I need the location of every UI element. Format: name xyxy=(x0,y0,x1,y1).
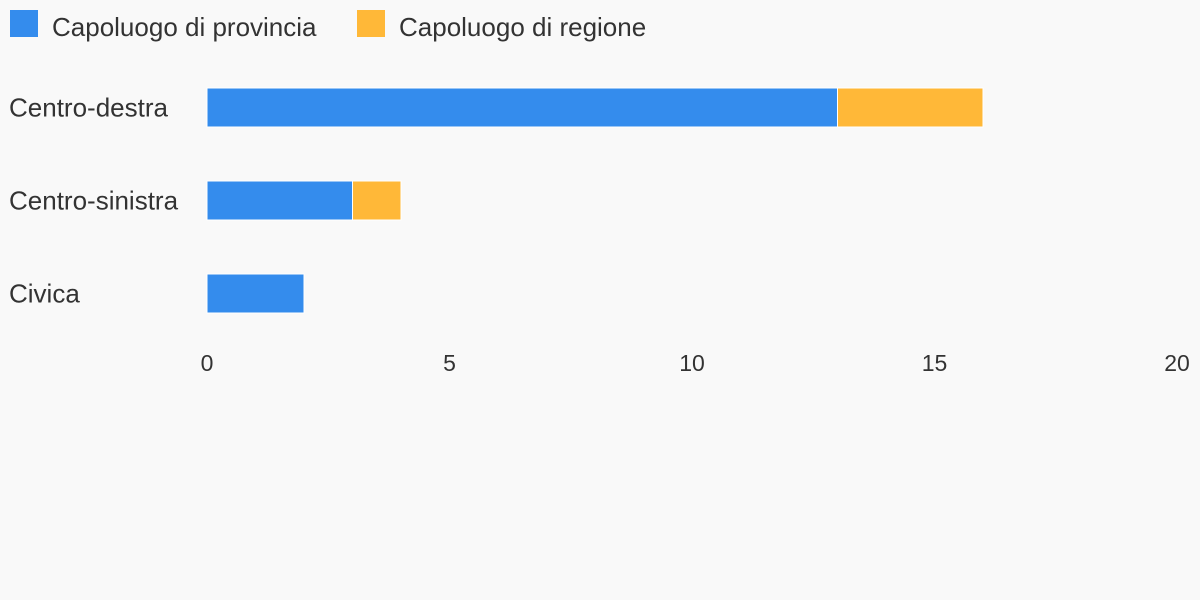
x-tick-label-5: 5 xyxy=(443,350,456,376)
legend: Capoluogo di provincia Capoluogo di regio… xyxy=(10,10,646,42)
x-tick-label-10: 10 xyxy=(679,350,705,376)
bar-centro-sinistra-capoluogo-di-regione xyxy=(352,180,402,221)
x-tick-label-0: 0 xyxy=(201,350,214,376)
category-labels: Centro-destra Centro-sinistra Civica xyxy=(9,93,179,309)
bar-centro-destra-capoluogo-di-regione xyxy=(837,87,984,128)
x-axis-ticks: 0 5 10 15 20 xyxy=(201,350,1190,376)
category-label-civica: Civica xyxy=(9,279,80,309)
x-tick-label-15: 15 xyxy=(922,350,948,376)
bars xyxy=(206,87,984,314)
legend-swatch-capoluogo-di-provincia xyxy=(10,10,38,37)
legend-label-capoluogo-di-regione: Capoluogo di regione xyxy=(399,12,646,42)
legend-swatch-capoluogo-di-regione xyxy=(357,10,385,37)
x-tick-label-20: 20 xyxy=(1164,350,1190,376)
category-label-centro-destra: Centro-destra xyxy=(9,93,168,123)
bar-centro-sinistra-capoluogo-di-provincia xyxy=(206,180,353,221)
bar-centro-destra-capoluogo-di-provincia xyxy=(206,87,838,128)
category-label-centro-sinistra: Centro-sinistra xyxy=(9,186,179,216)
legend-label-capoluogo-di-provincia: Capoluogo di provincia xyxy=(52,12,317,42)
bar-civica-capoluogo-di-provincia xyxy=(206,273,305,314)
